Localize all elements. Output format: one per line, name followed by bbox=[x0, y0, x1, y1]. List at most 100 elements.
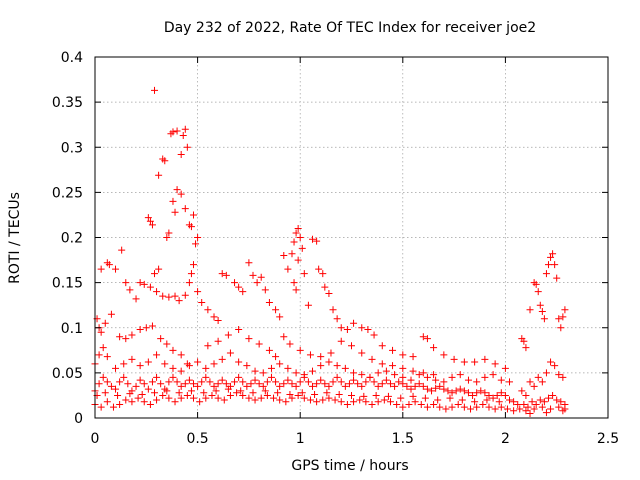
data-point bbox=[151, 389, 159, 397]
data-point bbox=[520, 400, 528, 408]
data-point bbox=[536, 396, 544, 404]
data-point bbox=[317, 376, 325, 384]
data-point bbox=[378, 342, 386, 350]
data-point bbox=[177, 382, 185, 390]
data-point bbox=[171, 398, 179, 406]
y-tick-label: 0.25 bbox=[52, 185, 83, 201]
data-point bbox=[501, 391, 509, 399]
data-point bbox=[458, 396, 466, 404]
data-point bbox=[337, 337, 345, 345]
data-point bbox=[419, 382, 427, 390]
y-tick-label: 0 bbox=[74, 411, 83, 427]
data-point bbox=[296, 346, 304, 354]
y-tick-label: 0.15 bbox=[52, 276, 83, 292]
data-point bbox=[454, 400, 462, 408]
data-point bbox=[257, 273, 265, 281]
data-point bbox=[99, 373, 107, 381]
data-point bbox=[534, 373, 542, 381]
data-point bbox=[272, 306, 280, 314]
data-point bbox=[444, 387, 452, 395]
data-point bbox=[397, 394, 405, 402]
data-point bbox=[348, 342, 355, 350]
data-point bbox=[237, 387, 245, 395]
data-point bbox=[483, 396, 491, 404]
data-point bbox=[140, 398, 148, 406]
data-point bbox=[208, 391, 216, 399]
data-point bbox=[516, 405, 524, 413]
data-point bbox=[161, 360, 169, 368]
data-point bbox=[434, 396, 442, 404]
data-point bbox=[165, 229, 173, 237]
data-point bbox=[532, 280, 540, 288]
data-point bbox=[187, 223, 195, 231]
data-point bbox=[177, 150, 185, 158]
data-point bbox=[452, 387, 460, 395]
data-point bbox=[553, 274, 561, 282]
data-point bbox=[171, 292, 179, 300]
data-point bbox=[288, 380, 296, 388]
data-point bbox=[460, 358, 468, 366]
data-point bbox=[103, 398, 111, 406]
data-point bbox=[559, 313, 567, 321]
data-point bbox=[206, 378, 214, 386]
data-point bbox=[399, 403, 407, 411]
data-point bbox=[101, 389, 109, 397]
data-point bbox=[311, 391, 319, 399]
data-point bbox=[399, 364, 407, 372]
data-point bbox=[112, 385, 120, 393]
data-point bbox=[144, 214, 152, 222]
data-point bbox=[393, 400, 401, 408]
data-point bbox=[542, 409, 550, 417]
data-point bbox=[382, 376, 390, 384]
data-point bbox=[409, 392, 417, 400]
data-point bbox=[187, 387, 195, 395]
data-point bbox=[432, 376, 440, 384]
data-point bbox=[448, 389, 456, 397]
data-point bbox=[132, 295, 140, 303]
data-point bbox=[136, 326, 144, 334]
data-point bbox=[272, 378, 280, 386]
data-point bbox=[506, 378, 514, 386]
data-point bbox=[276, 396, 284, 404]
data-point bbox=[155, 265, 163, 273]
data-point bbox=[378, 380, 386, 388]
data-point bbox=[280, 252, 288, 260]
data-point bbox=[116, 333, 124, 341]
data-point bbox=[189, 261, 197, 269]
data-point bbox=[249, 389, 257, 397]
data-point bbox=[557, 324, 565, 332]
data-point bbox=[510, 407, 518, 415]
data-point bbox=[212, 387, 220, 395]
data-point bbox=[257, 394, 265, 402]
data-point bbox=[165, 394, 173, 402]
data-point bbox=[179, 132, 187, 140]
data-point bbox=[235, 326, 243, 334]
data-point bbox=[491, 360, 499, 368]
data-point bbox=[497, 403, 505, 411]
data-point bbox=[325, 382, 333, 390]
data-point bbox=[430, 371, 438, 379]
data-point bbox=[421, 394, 429, 402]
data-point bbox=[358, 324, 366, 332]
data-point bbox=[105, 261, 113, 269]
data-point bbox=[144, 358, 152, 366]
data-point bbox=[540, 315, 548, 323]
data-point bbox=[210, 313, 218, 321]
data-point bbox=[286, 340, 294, 348]
data-point bbox=[460, 387, 468, 395]
data-point bbox=[333, 315, 341, 323]
data-point bbox=[280, 333, 288, 341]
data-point bbox=[101, 319, 109, 327]
data-point bbox=[198, 378, 206, 386]
data-point bbox=[549, 391, 557, 399]
data-point bbox=[276, 382, 284, 390]
data-point bbox=[243, 382, 251, 390]
data-point bbox=[194, 382, 202, 390]
data-point bbox=[261, 387, 269, 395]
data-point bbox=[107, 310, 115, 318]
data-point bbox=[343, 400, 351, 408]
data-point bbox=[214, 394, 222, 402]
data-point bbox=[165, 378, 173, 386]
data-point bbox=[218, 270, 226, 278]
data-point bbox=[204, 342, 212, 350]
